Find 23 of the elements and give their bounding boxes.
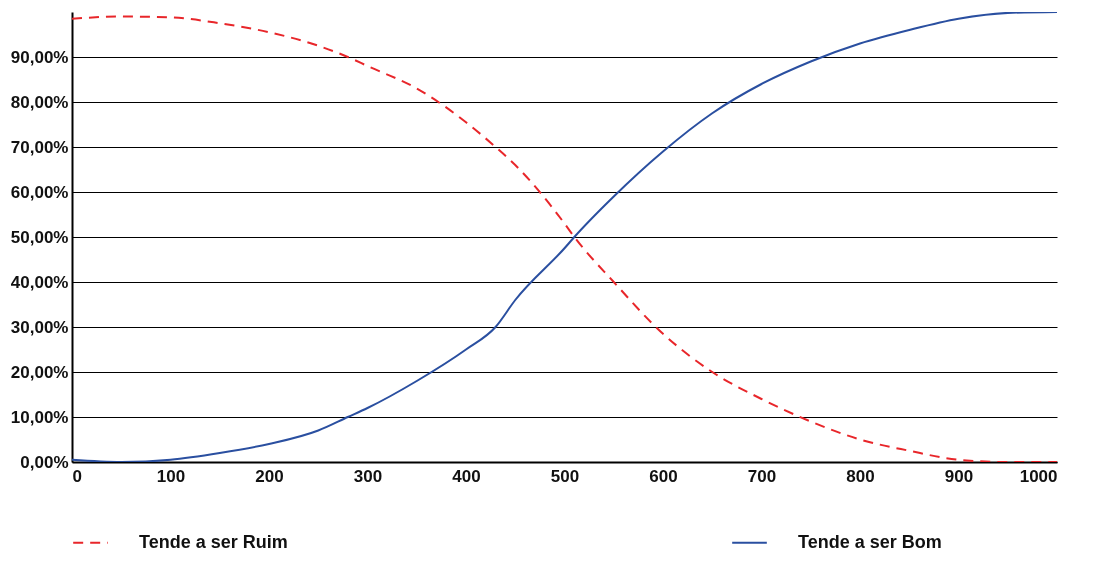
y-tick-label: 30,00% bbox=[10, 317, 69, 337]
x-tick-label: 0 bbox=[72, 466, 82, 486]
y-tick-label: 40,00% bbox=[10, 272, 69, 292]
y-tick-label: 0,00% bbox=[20, 452, 69, 472]
x-tick-label: 500 bbox=[550, 466, 580, 486]
x-tick-label: 200 bbox=[255, 466, 284, 486]
y-tick-label: 50,00% bbox=[10, 227, 69, 247]
y-tick-label: 80,00% bbox=[10, 92, 69, 112]
y-tick-label: 70,00% bbox=[10, 137, 69, 157]
x-tick-label: 300 bbox=[353, 466, 383, 486]
x-tick-label: 700 bbox=[747, 466, 777, 486]
x-tick-label: 100 bbox=[156, 466, 186, 486]
x-tick-label: 900 bbox=[944, 466, 974, 486]
y-tick-label: 90,00% bbox=[10, 47, 69, 67]
y-tick-label: 20,00% bbox=[10, 362, 69, 382]
x-tick-label: 800 bbox=[846, 466, 875, 486]
x-tick-label: 1000 bbox=[1019, 466, 1058, 486]
x-tick-label: 600 bbox=[649, 466, 678, 486]
y-tick-label: 10,00% bbox=[10, 407, 69, 427]
y-tick-label: 60,00% bbox=[10, 182, 69, 202]
x-tick-label: 400 bbox=[452, 466, 481, 486]
legend-label: Tende a ser Bom bbox=[798, 531, 942, 552]
legend-label: Tende a ser Ruim bbox=[139, 531, 288, 552]
